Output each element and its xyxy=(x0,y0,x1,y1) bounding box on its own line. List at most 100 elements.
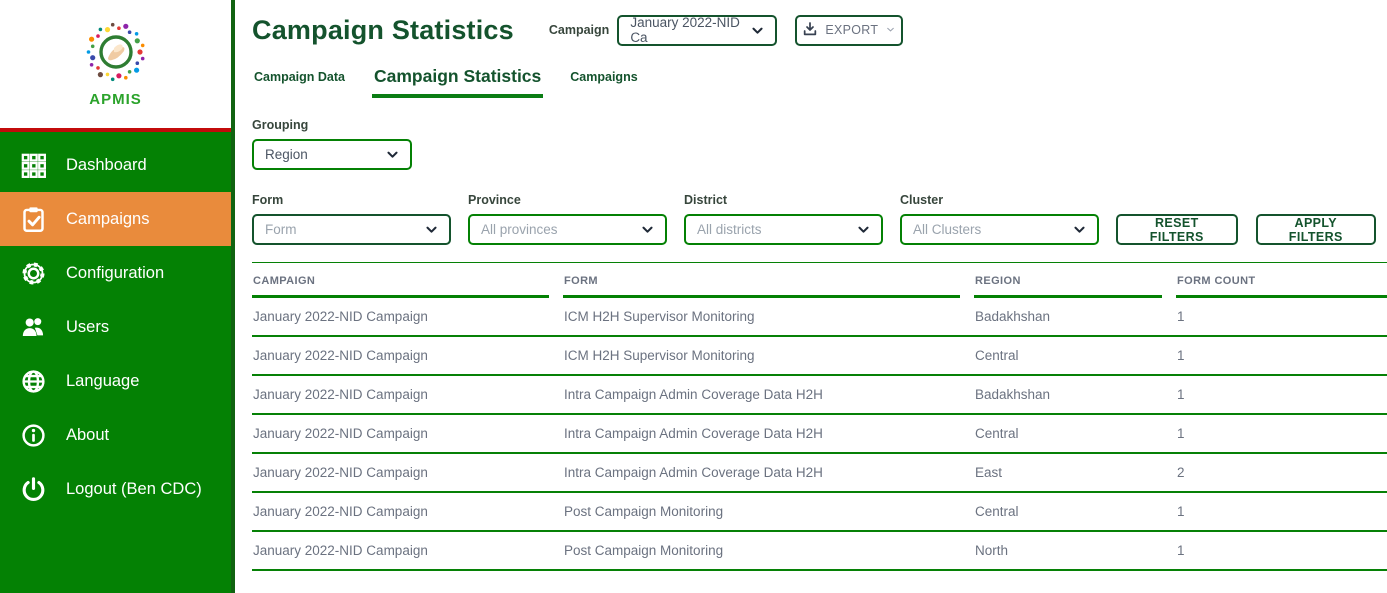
main-content: Campaign Statistics Campaign January 202… xyxy=(235,0,1387,593)
table-cell: January 2022-NID Campaign xyxy=(253,426,428,441)
table-cell: Intra Campaign Admin Coverage Data H2H xyxy=(564,465,823,480)
chevron-down-icon xyxy=(1072,222,1087,237)
table-row: January 2022-NID Campaign Intra Campaign … xyxy=(252,415,1387,454)
table-cell: January 2022-NID Campaign xyxy=(253,348,428,363)
table-cell: Intra Campaign Admin Coverage Data H2H xyxy=(564,426,823,441)
table-body: January 2022-NID Campaign ICM H2H Supervi… xyxy=(252,298,1387,571)
campaign-select-label: Campaign xyxy=(548,23,610,37)
table-row: January 2022-NID Campaign ICM H2H Supervi… xyxy=(252,337,1387,376)
table-cell: Central xyxy=(975,504,1019,519)
sidebar-item-label: Dashboard xyxy=(66,155,147,174)
table-cell: Central xyxy=(975,348,1019,363)
table-cell: Badakhshan xyxy=(975,387,1051,402)
sidebar-item-label: Users xyxy=(66,317,110,336)
table-row: January 2022-NID Campaign Post Campaign M… xyxy=(252,532,1387,571)
sidebar-right-border xyxy=(231,0,235,593)
tab-bar: Campaign Data Campaign Statistics Campai… xyxy=(252,66,1387,98)
cluster-filter-select[interactable]: All Clusters xyxy=(900,214,1099,245)
table-cell: January 2022-NID Campaign xyxy=(253,309,428,324)
table-cell: January 2022-NID Campaign xyxy=(253,543,428,558)
chevron-down-icon xyxy=(750,23,765,38)
district-filter-value: All districts xyxy=(697,222,762,237)
export-button-label: EXPORT xyxy=(825,23,879,37)
province-filter-label: Province xyxy=(468,193,521,207)
sidebar-item-logout[interactable]: Logout (Ben CDC) xyxy=(0,462,231,516)
table-cell: Post Campaign Monitoring xyxy=(564,504,724,519)
grouping-block: Grouping Region xyxy=(252,118,1387,170)
sidebar-item-dashboard[interactable]: Dashboard xyxy=(0,138,231,192)
reset-filters-button[interactable]: RESET FILTERS xyxy=(1116,214,1238,245)
chevron-down-icon xyxy=(640,222,655,237)
filter-buttons: RESET FILTERS APPLY FILTERS xyxy=(1116,214,1376,245)
chevron-down-icon xyxy=(885,23,896,38)
table-header-row: CAMPAIGN FORM REGION FORM COUNT xyxy=(252,262,1387,298)
table-cell: January 2022-NID Campaign xyxy=(253,504,428,519)
filter-row: Form Form Province All provinces Distric… xyxy=(252,193,1387,245)
power-icon xyxy=(20,476,47,503)
tab-campaigns[interactable]: Campaigns xyxy=(570,70,638,84)
tab-campaign-data[interactable]: Campaign Data xyxy=(254,70,345,84)
form-filter-select[interactable]: Form xyxy=(252,214,451,245)
header-row: Campaign Statistics Campaign January 202… xyxy=(252,10,1387,50)
table-cell: January 2022-NID Campaign xyxy=(253,387,428,402)
cluster-filter-label: Cluster xyxy=(900,193,944,207)
chevron-down-icon xyxy=(856,222,871,237)
sidebar-item-label: About xyxy=(66,425,110,444)
grid-icon xyxy=(20,152,47,179)
cluster-filter-value: All Clusters xyxy=(913,222,982,237)
campaign-select-value: January 2022-NID Ca xyxy=(630,15,740,45)
logo-wordmark: APMIS xyxy=(89,91,142,108)
table-cell: ICM H2H Supervisor Monitoring xyxy=(564,348,755,363)
sidebar-item-campaigns[interactable]: Campaigns xyxy=(0,192,231,246)
sidebar-item-users[interactable]: Users xyxy=(0,300,231,354)
table-cell: Post Campaign Monitoring xyxy=(564,543,724,558)
results-table: CAMPAIGN FORM REGION FORM COUNT January 202… xyxy=(252,262,1387,571)
grouping-select[interactable]: Region xyxy=(252,139,412,170)
table-cell: 1 xyxy=(1177,309,1185,324)
table-cell: 1 xyxy=(1177,543,1185,558)
table-cell: 1 xyxy=(1177,504,1185,519)
sidebar-item-about[interactable]: About xyxy=(0,408,231,462)
table-cell: 1 xyxy=(1177,348,1185,363)
district-filter-select[interactable]: All districts xyxy=(684,214,883,245)
form-filter-value: Form xyxy=(265,222,297,237)
table-row: January 2022-NID Campaign Intra Campaign … xyxy=(252,376,1387,415)
download-icon xyxy=(802,21,818,40)
district-filter-label: District xyxy=(684,193,728,207)
column-header: FORM COUNT xyxy=(1176,263,1387,298)
campaign-select[interactable]: January 2022-NID Ca xyxy=(617,14,778,46)
table-cell: 1 xyxy=(1177,426,1185,441)
sidebar-item-label: Language xyxy=(66,371,140,390)
filter-fields: Form Form Province All provinces Distric… xyxy=(252,193,1116,245)
logo-panel: APMIS xyxy=(0,0,231,128)
table-row: January 2022-NID Campaign ICM H2H Supervi… xyxy=(252,298,1387,337)
red-divider xyxy=(0,128,231,132)
table-cell: 2 xyxy=(1177,465,1185,480)
province-filter-select[interactable]: All provinces xyxy=(468,214,667,245)
table-cell: North xyxy=(975,543,1009,558)
sidebar-item-configuration[interactable]: Configuration xyxy=(0,246,231,300)
sidebar-menu: Dashboard Campaigns Configuration Users … xyxy=(0,132,231,516)
column-header: REGION xyxy=(974,263,1162,298)
apmis-logo-icon xyxy=(84,20,148,89)
table-cell: ICM H2H Supervisor Monitoring xyxy=(564,309,755,324)
apply-filters-button[interactable]: APPLY FILTERS xyxy=(1255,214,1376,245)
page-title: Campaign Statistics xyxy=(252,14,514,45)
table-cell: Badakhshan xyxy=(975,309,1051,324)
table-cell: East xyxy=(975,465,1003,480)
sidebar-item-label: Campaigns xyxy=(66,209,150,228)
table-cell: 1 xyxy=(1177,387,1185,402)
sidebar-item-label: Logout (Ben CDC) xyxy=(66,479,202,498)
export-button[interactable]: EXPORT xyxy=(795,14,904,46)
grouping-select-value: Region xyxy=(265,147,308,162)
grouping-label: Grouping xyxy=(252,118,309,132)
sidebar-item-language[interactable]: Language xyxy=(0,354,231,408)
info-icon xyxy=(20,422,47,449)
province-filter-value: All provinces xyxy=(481,222,558,237)
users-icon xyxy=(20,314,47,341)
tab-campaign-statistics[interactable]: Campaign Statistics xyxy=(372,66,544,98)
table-cell: January 2022-NID Campaign xyxy=(253,465,428,480)
table-row: January 2022-NID Campaign Intra Campaign … xyxy=(252,454,1387,493)
table-cell: Intra Campaign Admin Coverage Data H2H xyxy=(564,387,823,402)
